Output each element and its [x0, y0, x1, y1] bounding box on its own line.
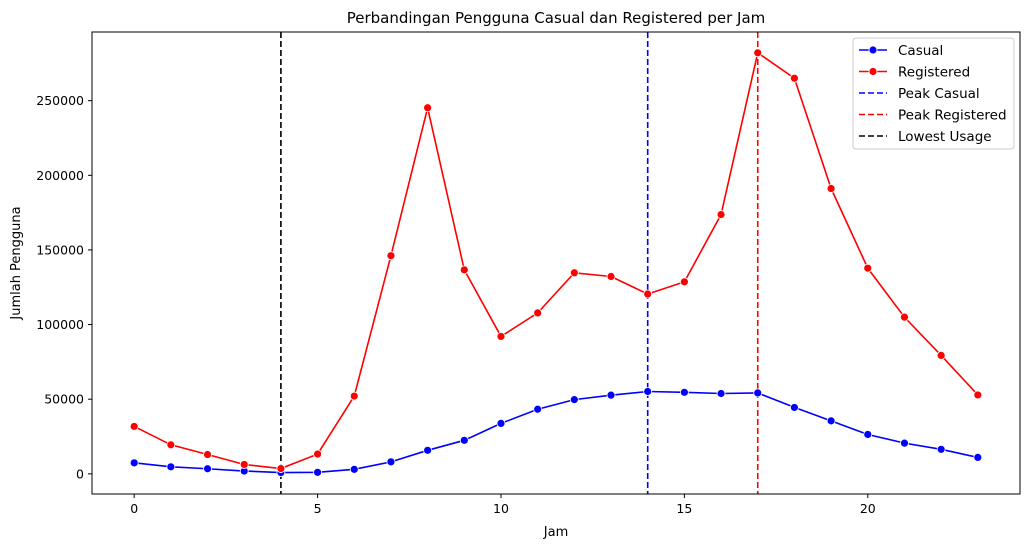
y-tick-label: 0	[76, 466, 84, 481]
registered-point	[386, 251, 396, 261]
x-tick-label: 20	[860, 501, 876, 516]
registered-point	[276, 464, 286, 473]
y-tick-label: 150000	[36, 242, 84, 257]
registered-point	[716, 210, 726, 219]
casual-point	[716, 389, 726, 398]
y-tick-label: 250000	[36, 93, 84, 108]
plot-area	[129, 32, 983, 494]
registered-point	[643, 289, 653, 299]
casual-point	[826, 416, 836, 426]
registered-point	[753, 48, 763, 58]
casual-point	[606, 390, 616, 400]
casual-point	[679, 387, 689, 397]
registered-point	[679, 277, 689, 287]
y-tick-label: 50000	[44, 392, 84, 407]
registered-point	[973, 390, 983, 400]
casual-point	[533, 404, 543, 414]
registered-point	[826, 184, 836, 193]
registered-point	[790, 73, 799, 83]
casual-point	[936, 444, 946, 454]
chart-title: Perbandingan Pengguna Casual dan Registe…	[347, 9, 766, 27]
casual-point	[569, 395, 579, 405]
registered-point	[606, 272, 616, 281]
casual-point	[496, 419, 506, 428]
registered-point	[313, 449, 322, 459]
legend-marker	[868, 45, 878, 55]
casual-point	[203, 464, 212, 474]
casual-point	[166, 462, 176, 472]
casual-point	[900, 438, 909, 448]
registered-point	[166, 440, 176, 450]
legend-box	[852, 37, 1015, 150]
registered-point	[129, 422, 139, 431]
casual-point	[973, 453, 983, 462]
casual-point	[643, 387, 653, 396]
registered-point	[900, 312, 909, 322]
x-tick-label: 10	[493, 501, 509, 516]
registered-point	[496, 332, 506, 341]
y-tick-label: 200000	[36, 168, 84, 183]
casual-series-line	[134, 390, 978, 474]
casual-point	[459, 435, 469, 445]
casual-point	[863, 430, 873, 439]
legend-entry-label: Peak Casual	[898, 86, 980, 102]
casual-point	[349, 464, 359, 474]
x-tick-label: 5	[314, 501, 322, 516]
casual-point	[423, 445, 433, 455]
x-tick-label: 0	[130, 501, 138, 516]
registered-series-line	[133, 51, 979, 470]
registered-point	[863, 263, 873, 273]
legend-entry-label: Casual	[898, 43, 943, 59]
legend: Casual Registered Peak Casual Peak Register…	[852, 37, 1015, 150]
registered-point	[203, 450, 212, 459]
x-axis-label: Jam	[543, 525, 568, 540]
casual-point	[313, 467, 322, 477]
legend-entry-label: Lowest Usage	[898, 129, 992, 145]
y-axis-label: Jumlah Pengguna	[9, 206, 24, 320]
casual-point	[386, 457, 396, 467]
casual-point	[753, 388, 763, 398]
casual-point	[790, 403, 799, 412]
legend-marker	[868, 67, 878, 76]
registered-point	[936, 351, 946, 360]
registered-point	[569, 268, 579, 278]
y-tick-label: 100000	[36, 317, 84, 332]
x-tick-label: 15	[676, 501, 692, 516]
casual-point	[129, 458, 139, 468]
plot-frame	[91, 31, 1021, 495]
registered-point	[423, 103, 433, 113]
registered-point	[459, 265, 469, 275]
registered-point	[239, 460, 249, 469]
registered-point	[533, 308, 543, 318]
registered-point	[349, 391, 359, 401]
legend-entry-label: Peak Registered	[898, 108, 1007, 124]
legend-entry-label: Registered	[898, 65, 970, 81]
